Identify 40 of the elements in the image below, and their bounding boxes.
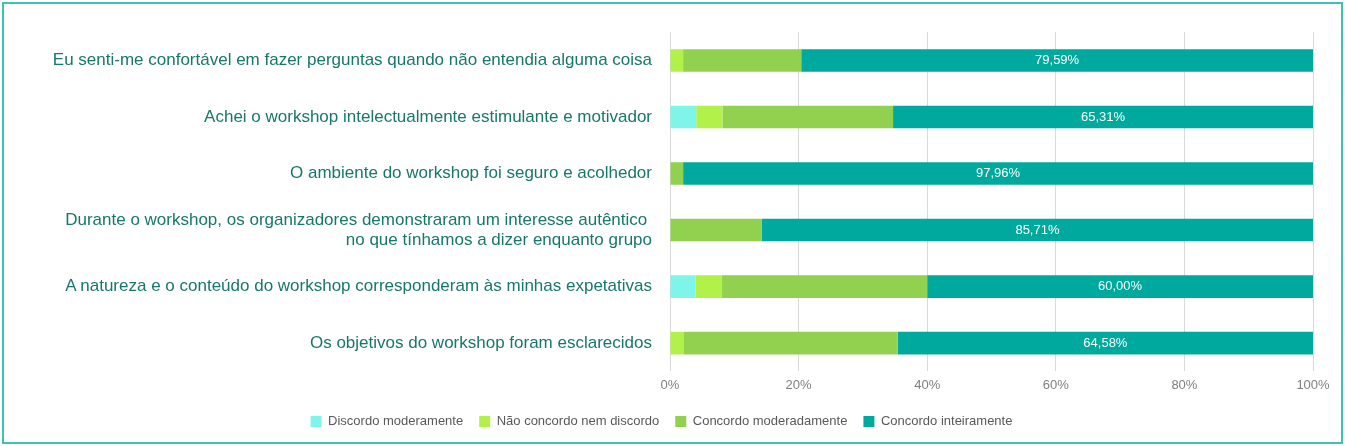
x-tick-label: 80% [1171, 376, 1198, 392]
legend-label: Concordo inteiramente [880, 413, 1013, 429]
bar [670, 49, 684, 72]
bar [696, 105, 723, 129]
bar [721, 275, 928, 298]
data-label: 85,71% [1015, 221, 1060, 237]
data-label: 60,00% [1098, 278, 1143, 294]
bar [670, 275, 696, 298]
y-tick-label: Achei o workshop intelectualmente estimulante e motivador [204, 106, 653, 126]
data-label: 79,59% [1035, 52, 1080, 68]
legend-label: Discordo moderamente [328, 413, 464, 429]
legend-label: Não concordo nem discordo [496, 413, 660, 429]
bar [927, 275, 1313, 298]
x-tick-label: 100% [1296, 376, 1331, 392]
bar [893, 105, 1313, 129]
bar [670, 162, 684, 185]
x-tick-label: 0% [660, 376, 680, 392]
bar [897, 331, 1313, 355]
bar [695, 275, 722, 298]
bar [670, 218, 762, 242]
bar [683, 49, 802, 72]
y-tick-label: A natureza e o conteúdo do workshop corresponderam às minhas expetativas [65, 276, 652, 296]
bar [801, 49, 1313, 72]
bar [670, 105, 697, 129]
bar [670, 331, 684, 355]
x-tick-label: 20% [785, 376, 813, 392]
data-label: 64,58% [1083, 334, 1128, 350]
x-tick-label: 40% [914, 376, 941, 392]
data-label: 97,96% [976, 165, 1021, 181]
legend-label: Concordo moderadamente [692, 413, 848, 429]
bar [761, 218, 1313, 242]
y-tick-label: Eu senti-me confortável em fazer perguntas quando não entendia alguma coisa [52, 50, 653, 70]
y-tick-label: Durante o workshop, os organizadores demonstraram um interesse autêntico no que tínhamos a dizer enquanto grupo [65, 209, 652, 249]
x-tick-label: 60% [1042, 376, 1070, 392]
data-label: 65,31% [1080, 108, 1126, 124]
bar [683, 162, 1313, 185]
y-tick-label: O ambiente do workshop foi seguro e acolhedor [290, 163, 653, 183]
bar [722, 105, 894, 129]
y-tick-label: Os objetivos do workshop foram esclarecidos [309, 332, 652, 352]
bar [683, 331, 898, 355]
